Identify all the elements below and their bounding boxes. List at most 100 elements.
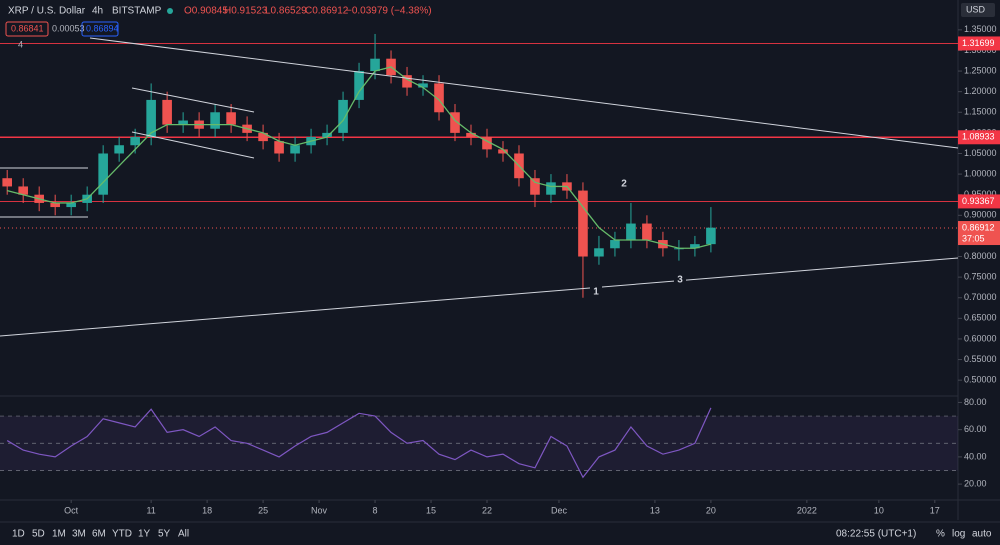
candle-body — [98, 153, 108, 195]
candle-body — [690, 244, 700, 249]
candle-body — [578, 190, 588, 257]
x-tick-label: 20 — [706, 505, 716, 515]
last-price-label: 0.86912 — [962, 222, 995, 232]
range-button[interactable]: YTD — [112, 529, 132, 540]
candle-body — [546, 182, 556, 195]
y-tick-label: 20.00 — [964, 478, 987, 488]
candle-body — [274, 141, 284, 154]
sell-box[interactable] — [5, 21, 49, 37]
candle-body — [130, 137, 140, 146]
candle-body — [338, 99, 348, 133]
annotation-bg — [590, 285, 602, 299]
percent-toggle[interactable]: % — [936, 529, 945, 540]
buy-price[interactable]: 0.86894 — [86, 23, 119, 33]
y-tick-label: 1.05000 — [964, 148, 997, 158]
annotations: 1 2 3 — [590, 179, 686, 299]
plot: 0.50000 0.55000 0.60000 0.65000 0.70000 0.750… — [0, 24, 1000, 515]
annotation: 1 — [593, 287, 599, 298]
annotation: 3 — [677, 275, 683, 286]
range-button[interactable]: 5Y — [158, 529, 171, 540]
x-tick-label: 13 — [650, 505, 660, 515]
range-button[interactable]: 3M — [72, 529, 86, 540]
candle-body — [594, 248, 604, 257]
y-tick-label: 0.90000 — [964, 210, 997, 220]
channel-line — [131, 131, 255, 159]
candle-body — [626, 223, 636, 241]
candle-body — [370, 58, 380, 72]
level-label: 1.08933 — [962, 132, 995, 142]
ohlc-low: L0.86529 — [265, 6, 307, 17]
x-tick-label: Dec — [551, 505, 568, 515]
range-button[interactable]: All — [178, 529, 189, 540]
countdown: 37:05 — [962, 233, 985, 243]
candle-body — [50, 202, 60, 208]
y-tick-label: 0.75000 — [964, 272, 997, 282]
ohlc-open: O0.90845 — [184, 6, 228, 17]
level-label: 1.31699 — [962, 38, 995, 48]
x-tick-label: Nov — [311, 505, 328, 515]
candle-body — [706, 227, 716, 245]
candle-body — [402, 75, 412, 88]
y-tick-label: 40.00 — [964, 451, 987, 461]
candle-body — [434, 83, 444, 113]
range-button[interactable]: 1D — [12, 529, 25, 540]
y-tick-label: 0.95000 — [964, 189, 997, 199]
x-tick-label: 17 — [930, 505, 940, 515]
price-axis-bg — [958, 0, 1000, 545]
candle-body — [498, 149, 508, 154]
trendline — [89, 37, 959, 149]
y-tick-label: 0.50000 — [964, 375, 997, 385]
clock: 08:22:55 (UTC+1) — [836, 529, 916, 540]
candle-body — [146, 99, 156, 137]
y-tick-label: 1.35000 — [964, 24, 997, 34]
candle-body — [2, 178, 12, 187]
currency-box[interactable] — [961, 3, 995, 17]
spread: 0.00053 — [52, 23, 85, 33]
exchange: BITSTAMP — [112, 6, 162, 17]
x-tick-label: 8 — [373, 505, 378, 515]
rsi-band — [0, 416, 958, 471]
y-tick-label: 1.20000 — [964, 86, 997, 96]
y-tick-label: 0.55000 — [964, 354, 997, 364]
ohlc-close: C0.86912 — [305, 6, 349, 17]
range-button[interactable]: 1Y — [138, 529, 151, 540]
range-button[interactable]: 5D — [32, 529, 45, 540]
auto-toggle[interactable]: auto — [972, 529, 992, 540]
y-tick-label: 0.65000 — [964, 313, 997, 323]
candle-body — [610, 240, 620, 249]
range-button[interactable]: 1M — [52, 529, 66, 540]
annotation: 2 — [621, 179, 627, 190]
rsi-line — [6, 407, 712, 479]
y-tick-label: 1.00000 — [964, 168, 997, 178]
indicator-count[interactable]: 4 — [18, 39, 23, 49]
drawings — [0, 37, 959, 337]
ohlc-high: H0.91523 — [224, 6, 268, 17]
level-label: 0.93367 — [962, 196, 995, 206]
candle-body — [226, 112, 236, 125]
x-tick-label: 22 — [482, 505, 492, 515]
y-tick-label: 60.00 — [964, 424, 987, 434]
candle-body — [450, 112, 460, 133]
x-tick-label: 25 — [258, 505, 268, 515]
range-button[interactable]: 6M — [92, 529, 106, 540]
interval[interactable]: 4h — [92, 6, 103, 17]
candle-body — [322, 132, 332, 137]
candle-body — [290, 145, 300, 154]
currency[interactable]: USD — [966, 4, 986, 14]
candle-body — [210, 112, 220, 129]
y-tick-label: 0.80000 — [964, 251, 997, 261]
candle-body — [354, 71, 364, 100]
buy-box[interactable] — [81, 21, 119, 37]
candle-body — [18, 186, 28, 195]
candle-body — [482, 137, 492, 150]
header: XRP / U.S. Dollar 4h BITSTAMP O0.90845 H… — [5, 3, 995, 49]
sell-price[interactable]: 0.86841 — [11, 23, 44, 33]
candle-body — [418, 83, 428, 88]
x-tick-label: 11 — [146, 505, 155, 515]
log-toggle[interactable]: log — [952, 529, 965, 540]
y-tick-label: 0.70000 — [964, 292, 997, 302]
last-price-bg — [958, 221, 1000, 246]
level-label-bg — [958, 194, 1000, 209]
y-tick-label: 80.00 — [964, 397, 987, 407]
